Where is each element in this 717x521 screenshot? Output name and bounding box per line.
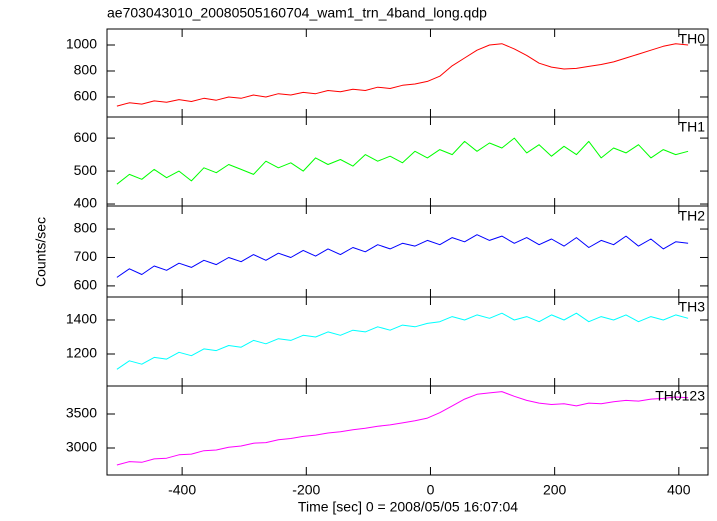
x-tick-label: -200 (292, 482, 320, 498)
y-tick-label: 600 (74, 88, 98, 104)
panel-frame (106, 385, 709, 476)
y-tick-label: 800 (74, 220, 98, 236)
chart-title: ae703043010_20080505160704_wam1_trn_4ban… (107, 5, 487, 21)
series-line (116, 234, 689, 278)
legend-label: TH0 (679, 31, 706, 47)
y-tick-label: 3500 (66, 405, 97, 421)
series-line (116, 137, 689, 185)
x-tick-label: 0 (427, 482, 435, 498)
legend-label: TH1 (679, 119, 706, 135)
y-tick-label: 1000 (66, 36, 97, 52)
y-tick-label: 800 (74, 62, 98, 78)
panel-frame (106, 296, 709, 387)
x-tick-label: 400 (667, 482, 691, 498)
y-tick-label: 600 (74, 277, 98, 293)
y-axis-label: Counts/sec (33, 217, 49, 287)
series-line (116, 43, 689, 107)
y-tick-label: 1400 (66, 311, 97, 327)
panel-frame (106, 205, 709, 298)
y-tick-label: 3000 (66, 439, 97, 455)
series-line (116, 391, 689, 466)
legend-label: TH0123 (655, 388, 705, 404)
y-tick-label: 1200 (66, 345, 97, 361)
y-tick-label: 600 (74, 129, 98, 145)
series-line (116, 312, 689, 370)
y-tick-label: 500 (74, 162, 98, 178)
panel-frame (106, 28, 709, 118)
y-tick-label: 400 (74, 195, 98, 211)
y-tick-label: 700 (74, 248, 98, 264)
legend-label: TH2 (679, 208, 706, 224)
panel-frame (106, 116, 709, 207)
x-tick-label: -400 (168, 482, 196, 498)
x-axis-label: Time [sec] 0 = 2008/05/05 16:07:04 (298, 499, 518, 515)
x-tick-label: 200 (543, 482, 567, 498)
legend-label: TH3 (679, 299, 706, 315)
